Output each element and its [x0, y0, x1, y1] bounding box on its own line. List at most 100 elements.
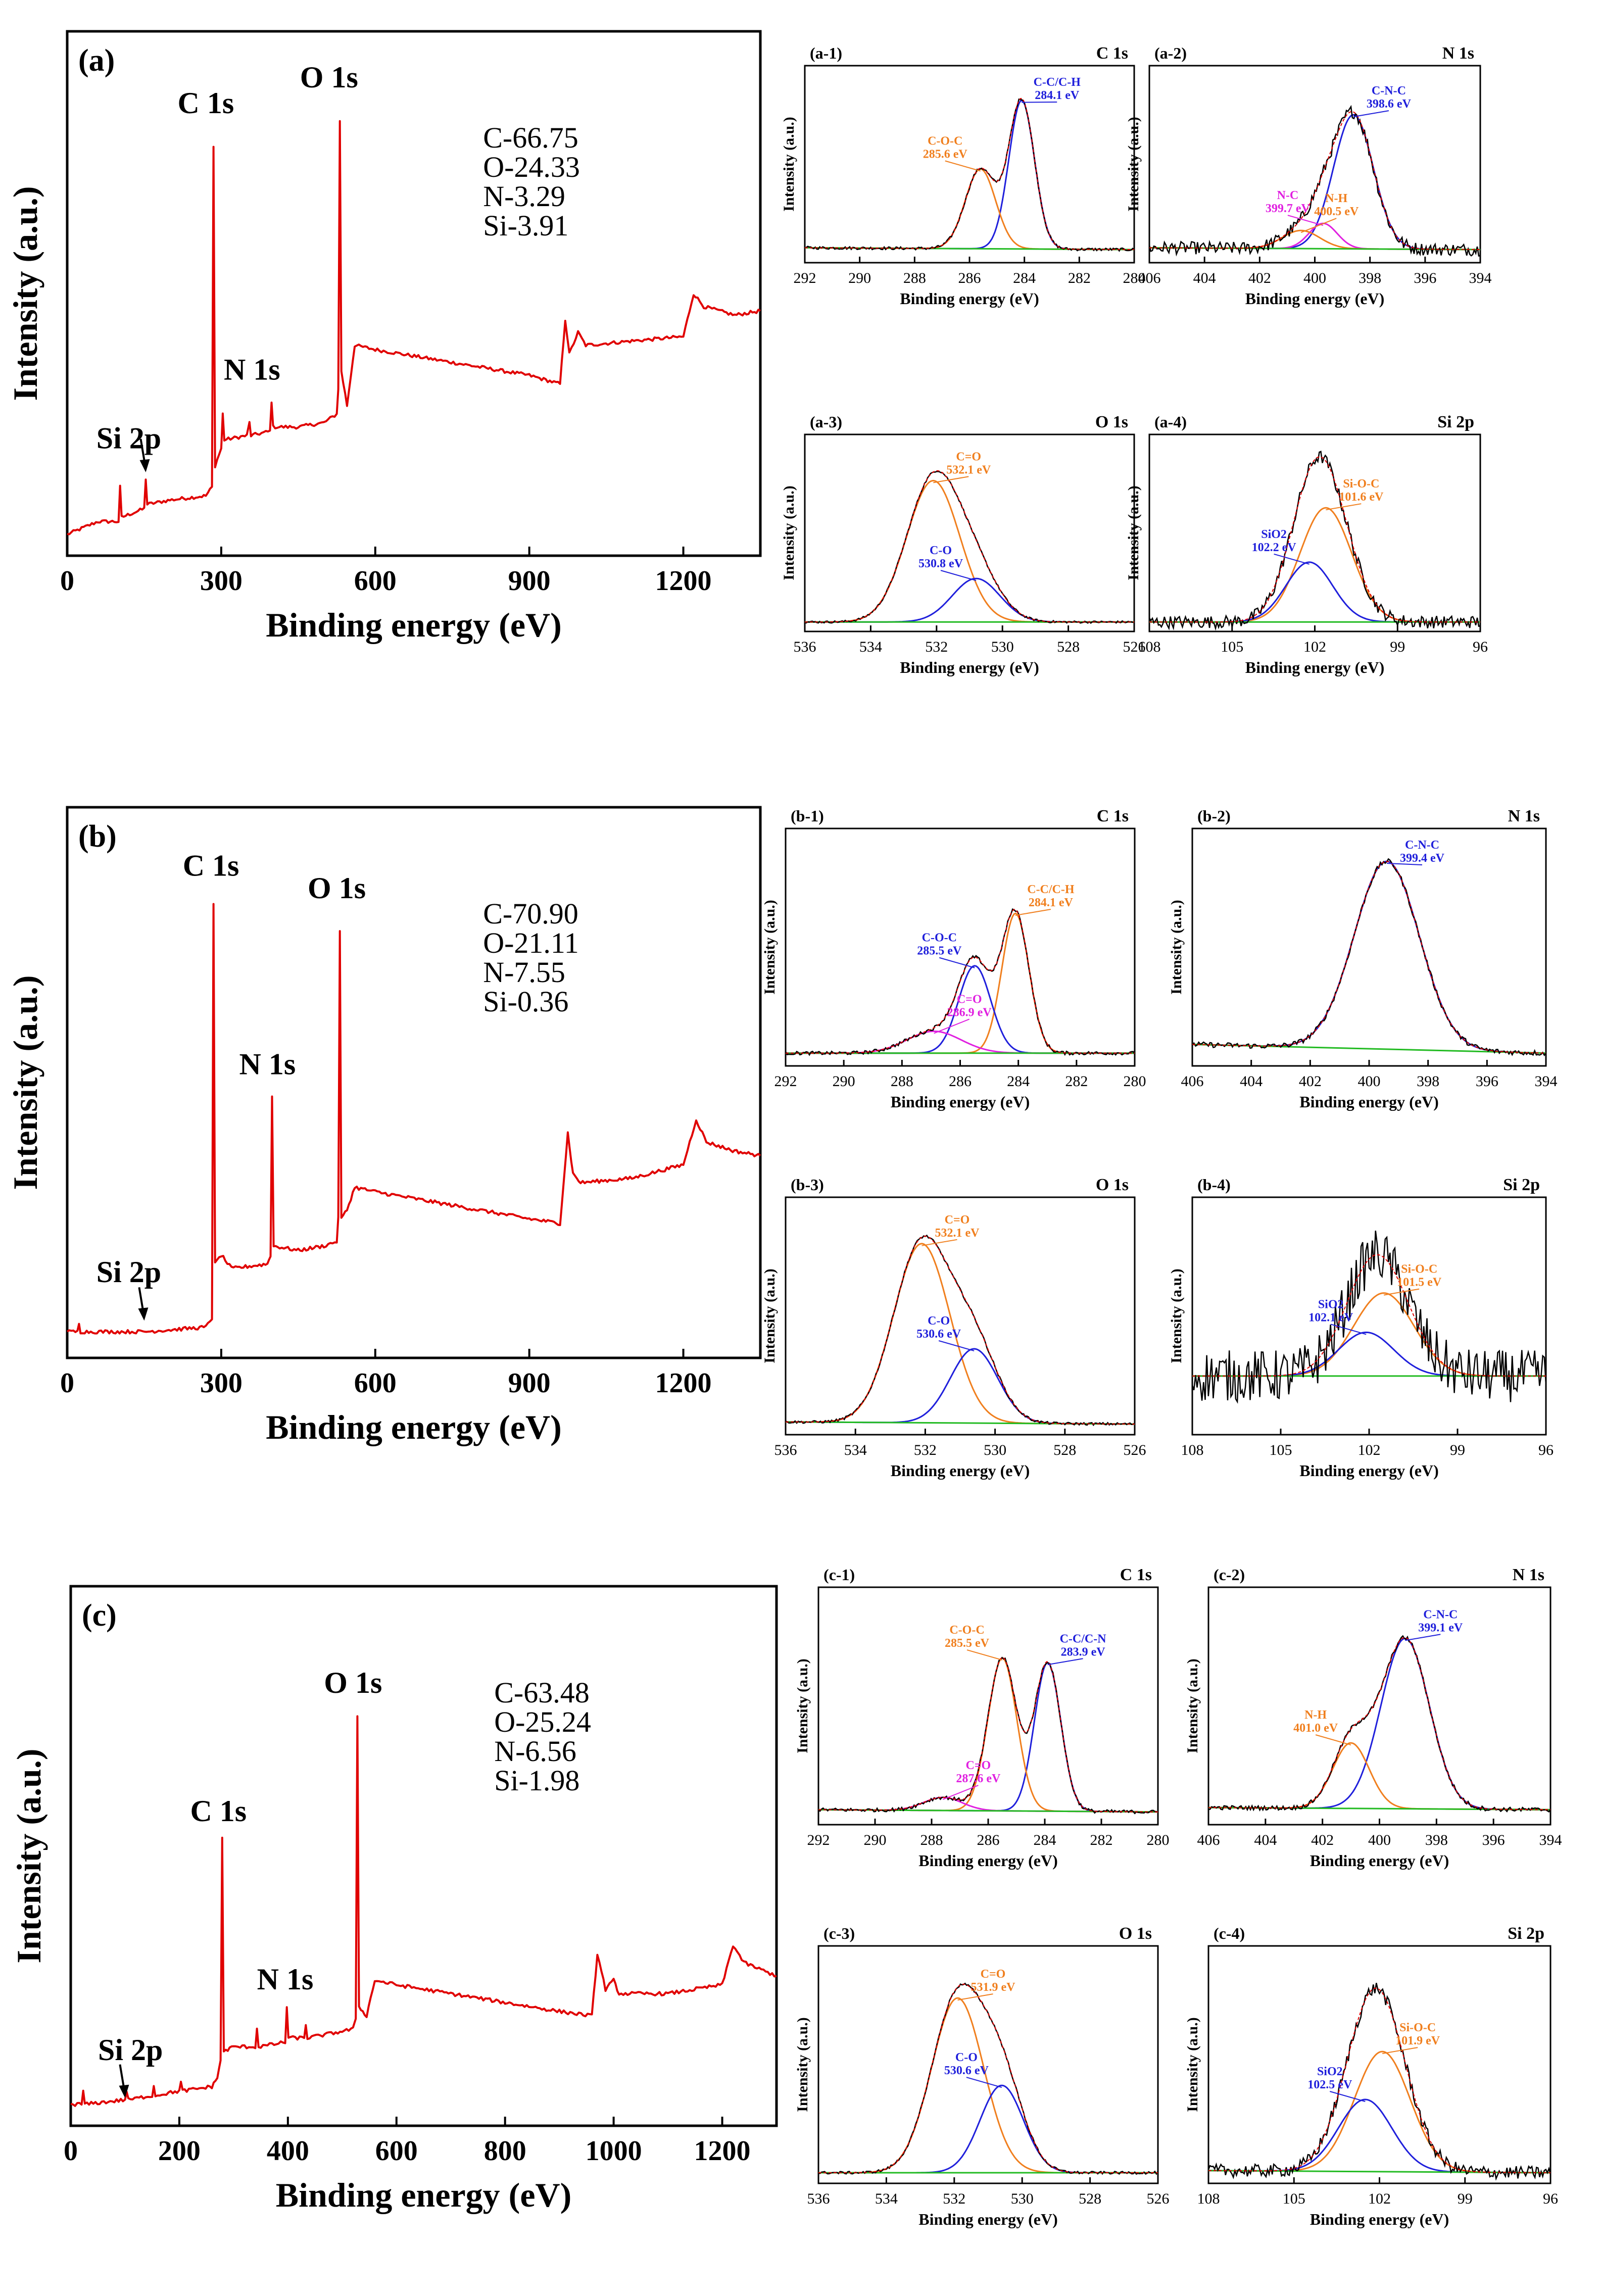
x-tick-label: 292 [807, 1832, 830, 1848]
component-curve [1149, 507, 1480, 623]
component-label: SiO2 [1317, 2065, 1343, 2078]
x-tick-label: 0 [64, 2135, 78, 2167]
component-label: Si-O-C [1399, 2021, 1436, 2034]
component-curve [1208, 2098, 1550, 2174]
y-axis-label: Intensity (a.u.) [794, 2017, 811, 2112]
x-tick-label: 534 [859, 639, 882, 655]
component-energy: 530.8 eV [918, 557, 963, 570]
component-leader [1330, 2091, 1366, 2102]
raw-spectrum [1191, 858, 1547, 1056]
survey-frame [69, 1585, 778, 2127]
envelope-curve [1208, 1637, 1550, 1811]
survey-panel: 0 300 600 900 1200 Binding energy (eV) Intensi… [6, 806, 762, 1446]
composition-text: O-24.33 [483, 151, 580, 183]
component-energy: 102.1 eV [1308, 1311, 1353, 1324]
component-leader [1022, 102, 1057, 103]
composition-text: O-25.24 [494, 1705, 591, 1738]
component-label: C-C/C-N [1060, 1632, 1107, 1645]
component-energy: 399.1 eV [1418, 1621, 1463, 1634]
hr-frame [804, 433, 1135, 632]
component-leader [1330, 1324, 1367, 1335]
y-axis-label: Intensity (a.u.) [761, 900, 778, 995]
composition-text: N-3.29 [483, 180, 565, 213]
hr-panel: 108 105 102 99 96 Binding energy (eV) Intensit… [1125, 413, 1488, 676]
raw-spectrum [818, 1656, 1158, 1815]
x-tick-label: 900 [508, 1367, 551, 1399]
component-curve [1192, 860, 1546, 1054]
survey-frame [66, 806, 762, 1359]
component-label: C=O [957, 993, 982, 1006]
x-tick-label: 200 [158, 2135, 201, 2167]
background-line [1192, 1043, 1546, 1054]
component-label: N-H [1325, 192, 1347, 205]
x-tick-label: 528 [1079, 2190, 1101, 2207]
peak-label: O 1s [324, 1666, 382, 1699]
hr-panel: 292 290 288 286 284 282 280 Binding energy (eV)… [781, 44, 1146, 308]
component-leader [1405, 1634, 1441, 1641]
component-leader [1300, 218, 1337, 233]
x-tick-label: 300 [200, 565, 243, 597]
x-tick-label: 396 [1482, 1832, 1505, 1848]
x-tick-label: 536 [774, 1442, 797, 1458]
component-label: C-N-C [1372, 84, 1406, 97]
component-energy: 284.1 eV [1035, 89, 1080, 102]
component-leader [1015, 908, 1051, 916]
x-tick-label: 282 [1065, 1073, 1088, 1090]
x-tick-label: 99 [1458, 2190, 1473, 2207]
si-arrow-head [138, 1307, 149, 1321]
component-label: C-O-C [928, 135, 962, 148]
peak-label: Si 2p [98, 2033, 163, 2067]
component-leader [922, 1239, 957, 1246]
component-leader [966, 2077, 1002, 2088]
envelope-curve [805, 97, 1135, 251]
panel-id: (a-3) [810, 413, 842, 431]
envelope-curve [1192, 861, 1546, 1054]
component-energy: 401.0 eV [1293, 1722, 1338, 1735]
raw-spectrum [804, 471, 1135, 624]
panel-label: (b) [78, 819, 117, 854]
component-label: SiO2 [1318, 1298, 1344, 1311]
x-tick-label: 292 [794, 270, 816, 286]
component-energy: 400.5 eV [1314, 205, 1359, 218]
panel-label: (a) [78, 43, 115, 78]
x-tick-label: 404 [1240, 1073, 1263, 1090]
survey-spectrum [70, 1715, 777, 2107]
x-tick-label: 105 [1283, 2190, 1305, 2207]
y-axis-label: Intensity (a.u.) [6, 186, 44, 401]
hr-panel: 108 105 102 99 96 Binding energy (eV) Intensit… [1168, 1176, 1554, 1480]
envelope-curve [818, 1983, 1158, 2173]
x-tick-label: 288 [891, 1073, 913, 1090]
x-tick-label: 108 [1138, 639, 1161, 655]
component-curve [805, 479, 1134, 623]
composition-text: Si-1.98 [494, 1764, 579, 1797]
x-tick-label: 286 [949, 1073, 972, 1090]
x-tick-label: 528 [1057, 639, 1080, 655]
component-leader [957, 1993, 993, 2001]
component-energy: 530.6 eV [916, 1328, 961, 1341]
hr-panel: 406 404 402 400 398 396 394 Binding energy (eV)… [1168, 807, 1558, 1111]
raw-spectrum [1148, 105, 1481, 257]
x-tick-label: 402 [1299, 1073, 1322, 1090]
component-label: C-O-C [949, 1624, 984, 1637]
x-tick-label: 394 [1535, 1073, 1558, 1090]
x-tick-label: 404 [1193, 270, 1216, 286]
x-tick-label: 536 [807, 2190, 830, 2207]
x-tick-label: 1200 [655, 1367, 712, 1399]
component-label: C-N-C [1423, 1608, 1458, 1621]
x-tick-label: 404 [1254, 1832, 1277, 1848]
hr-frame [1191, 1196, 1547, 1436]
x-tick-label: 286 [977, 1832, 1000, 1848]
x-tick-label: 102 [1303, 639, 1326, 655]
x-tick-label: 600 [354, 1367, 397, 1399]
x-tick-label: 284 [1007, 1073, 1030, 1090]
y-axis-label: Intensity (a.u.) [781, 485, 797, 580]
x-tick-label: 290 [848, 270, 871, 286]
raw-spectrum [785, 908, 1136, 1056]
component-leader [1326, 503, 1362, 511]
panel-id: (c-4) [1214, 1924, 1245, 1942]
x-tick-label: 600 [354, 565, 397, 597]
x-tick-label: 406 [1181, 1073, 1204, 1090]
component-leader [945, 160, 981, 172]
panel-element: N 1s [1442, 44, 1474, 63]
